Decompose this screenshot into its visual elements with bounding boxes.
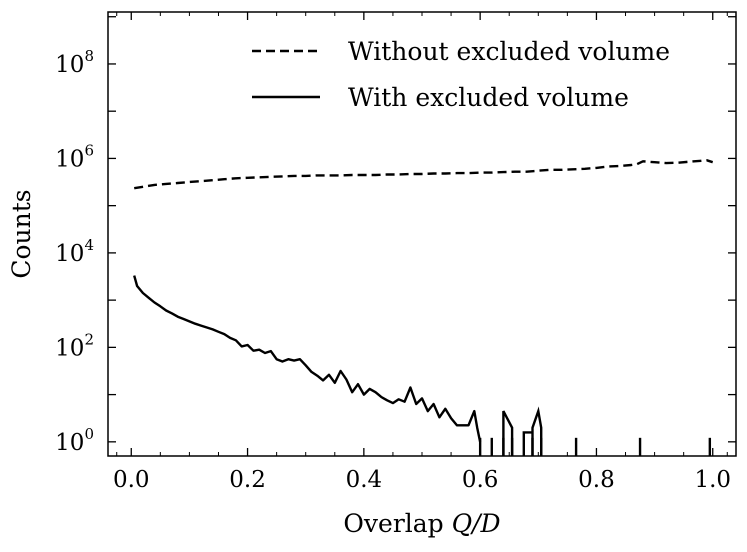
y-tick-label: 100 [55, 425, 94, 456]
y-tick-exponent: 8 [84, 47, 94, 65]
x-tick-label: 0.0 [113, 467, 150, 493]
x-tick-label: 0.8 [578, 467, 615, 493]
x-tick-label: 0.4 [346, 467, 383, 493]
x-tick-label: 0.6 [462, 467, 499, 493]
y-tick-exponent: 0 [84, 425, 94, 443]
y-tick-base: 10 [55, 146, 84, 172]
axis-ticks [108, 12, 736, 456]
x-axis-label: Overlap Q/D [343, 509, 500, 538]
y-tick-label: 106 [55, 141, 94, 172]
legend-label-with-excluded-volume: With excluded volume [348, 83, 629, 112]
series-line-without-excluded-volume [134, 159, 714, 190]
y-tick-label: 104 [55, 236, 94, 267]
x-tick-label: 0.2 [229, 467, 266, 493]
y-tick-exponent: 6 [84, 141, 94, 159]
x-axis-label-math: Q/D [452, 509, 501, 538]
sparse-bin-hump [531, 406, 543, 456]
legend-label-without-excluded-volume: Without excluded volume [348, 37, 670, 66]
y-tick-exponent: 2 [84, 330, 94, 348]
series-line-with-excluded-volume [133, 275, 482, 443]
plot-frame [107, 11, 737, 457]
y-axis-label: Counts [7, 189, 36, 278]
y-tick-label: 102 [55, 330, 94, 361]
y-tick-base: 10 [55, 241, 84, 267]
y-tick-base: 10 [55, 335, 84, 361]
y-tick-base: 10 [55, 52, 84, 78]
sparse-bin-hump [522, 431, 533, 456]
legend: Without excluded volume With excluded vo… [252, 37, 670, 112]
series-layer [133, 159, 714, 456]
x-axis-label-text: Overlap [343, 509, 451, 538]
y-tick-base: 10 [55, 430, 84, 456]
y-tick-label: 108 [55, 47, 94, 78]
sparse-bin-hump [502, 410, 514, 456]
y-tick-exponent: 4 [84, 236, 94, 254]
x-tick-label: 1.0 [694, 467, 731, 493]
